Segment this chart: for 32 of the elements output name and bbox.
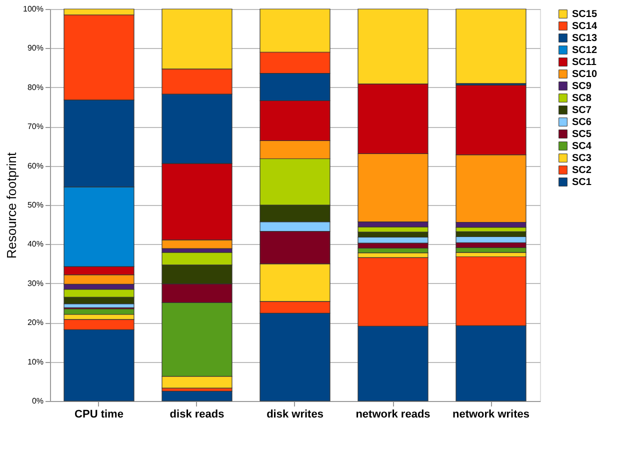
x-tick-label: network reads <box>356 408 430 420</box>
legend-label: SC14 <box>572 21 598 32</box>
y-tick-label: 20% <box>27 318 44 328</box>
legend-label: SC9 <box>572 81 592 92</box>
y-tick-label: 60% <box>27 161 44 170</box>
y-tick-label: 0% <box>32 396 44 406</box>
legend-label: SC4 <box>572 141 592 152</box>
y-tick-label: 70% <box>27 122 44 132</box>
y-axis-title: Resource footprint <box>4 152 20 259</box>
legend-label: SC12 <box>572 45 598 56</box>
y-tick-label: 40% <box>27 240 44 249</box>
x-tick-label: disk writes <box>266 408 324 420</box>
x-tick-label: CPU time <box>74 408 124 420</box>
y-tick-label: 30% <box>27 278 44 288</box>
x-tick-label: network writes <box>452 408 530 420</box>
x-tick-label: disk reads <box>170 408 224 420</box>
legend-label: SC8 <box>572 93 592 104</box>
legend-label: SC15 <box>572 9 598 20</box>
y-tick-label: 100% <box>23 4 44 14</box>
legend-label: SC13 <box>572 33 598 44</box>
legend-label: SC2 <box>572 165 592 176</box>
y-tick-label: 90% <box>27 44 44 53</box>
legend-label: SC7 <box>572 105 592 116</box>
y-tick-label: 50% <box>27 200 44 210</box>
legend-label: SC6 <box>572 117 592 128</box>
legend-label: SC3 <box>572 153 592 164</box>
legend-label: SC11 <box>572 57 597 68</box>
legend-label: SC5 <box>572 129 592 140</box>
y-tick-label: 80% <box>27 82 44 92</box>
y-tick-label: 10% <box>27 357 44 366</box>
legend-label: SC1 <box>572 177 592 188</box>
legend-label: SC10 <box>572 69 598 80</box>
